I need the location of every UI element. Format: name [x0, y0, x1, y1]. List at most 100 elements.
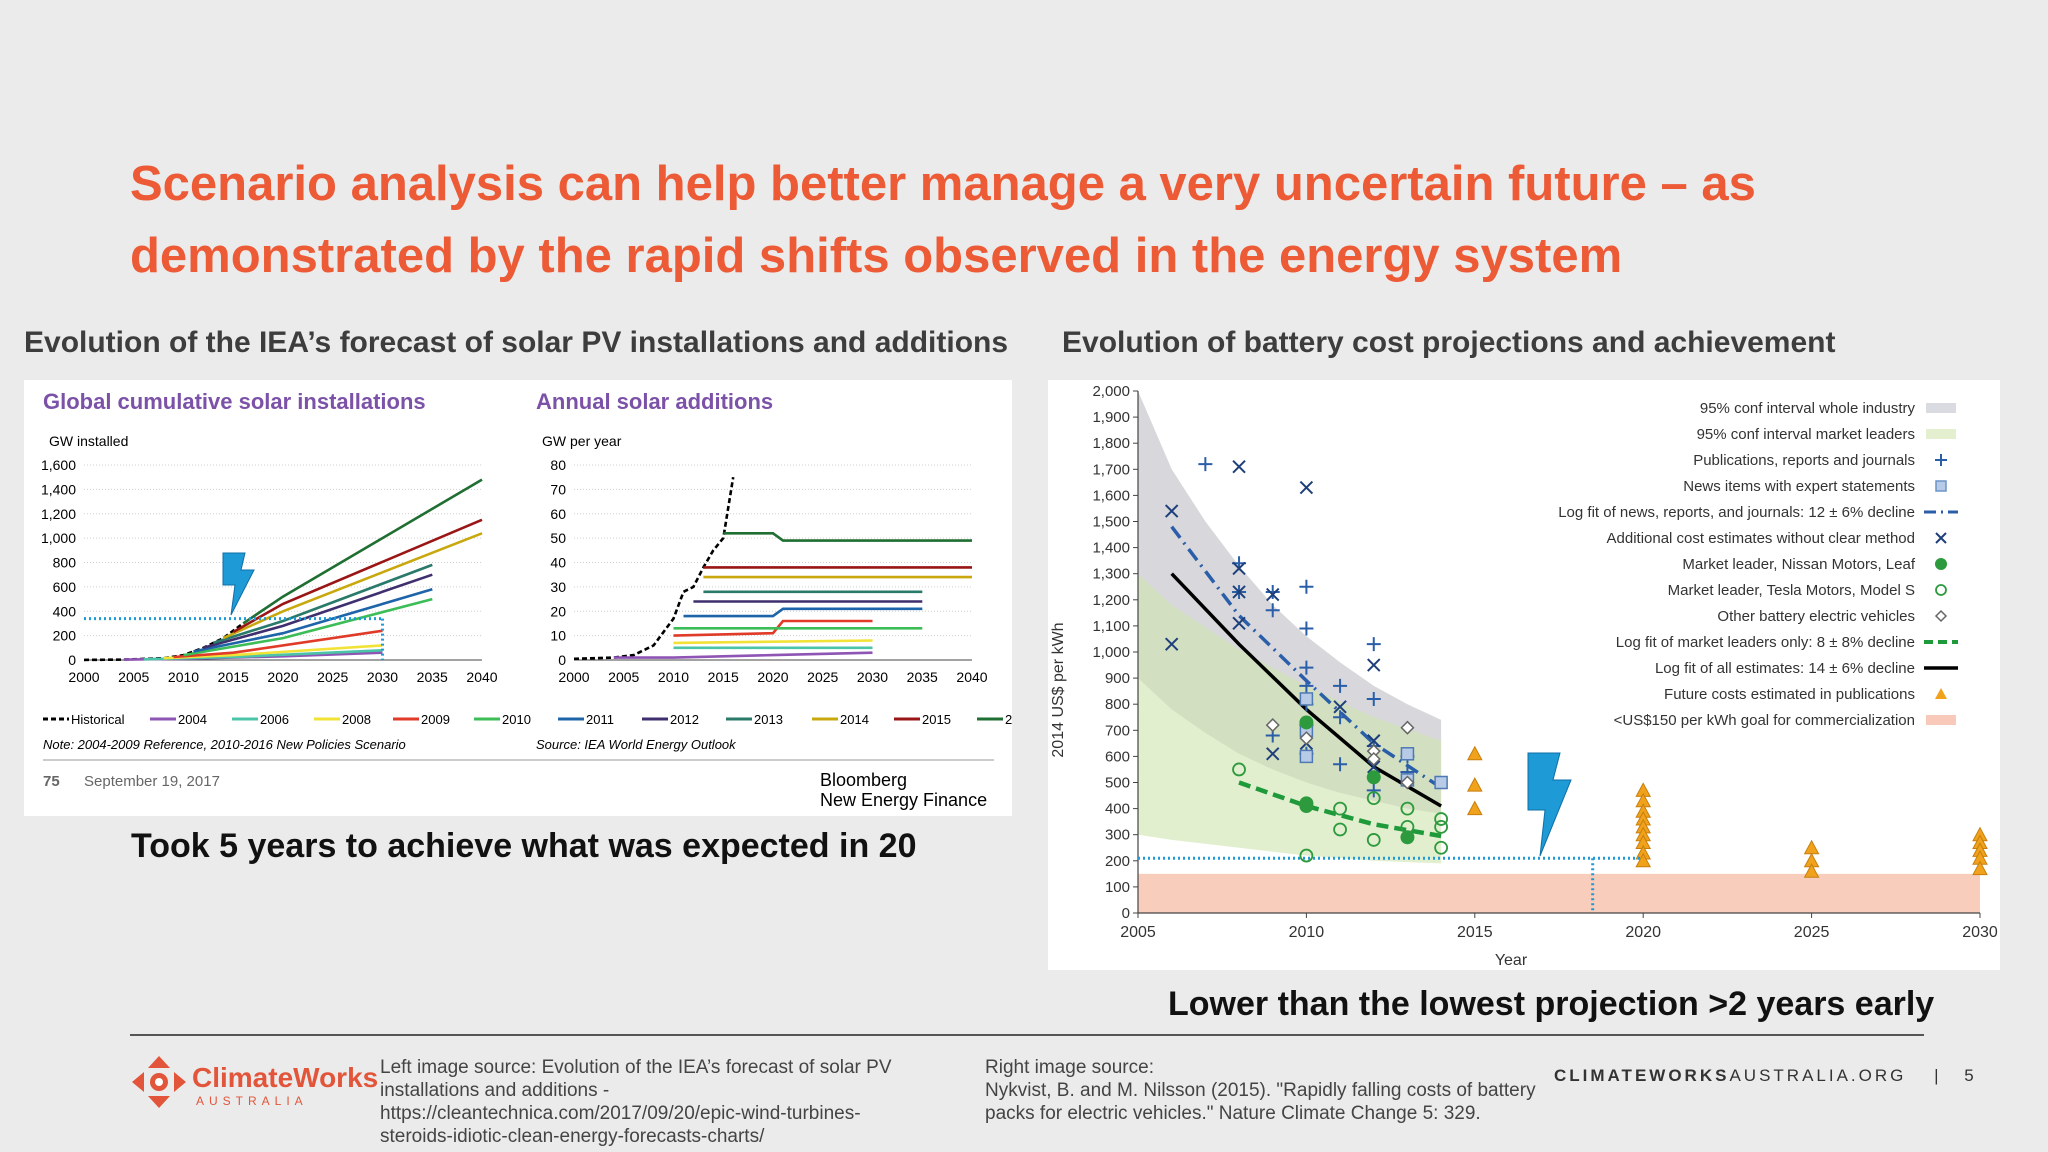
y-tick-label: 800 [53, 555, 77, 571]
y-tick-label: 1,600 [41, 457, 76, 473]
y-tick-label: 600 [53, 579, 77, 595]
legend-label: Other battery electric vehicles [1717, 608, 1915, 625]
tesla-marker [1366, 791, 1381, 806]
series-line-2016 [723, 532, 972, 542]
other-bev-marker [1265, 718, 1280, 733]
solar-chart-panel: Global cumulative solar installations An… [24, 380, 1034, 816]
battery-x-axis-label: Year [1495, 952, 1528, 969]
cumulative-plot: 0 200 400 600 800 1,000 1,200 1,400 1,600 2000 200… [41, 457, 498, 685]
site-url[interactable]: CLIMATEWORKSAUSTRALIA.ORG | 5 [1554, 1066, 1974, 1086]
climateworks-logo-icon [132, 1056, 186, 1108]
x-tick-label: 2020 [757, 669, 788, 685]
x-tick-label: 2005 [118, 669, 149, 685]
other-bev-marker [1400, 720, 1415, 735]
battery-plot: 0 100 200 300 400 500 600 700 800 900 1,000 1,100 1,… [1092, 383, 1997, 941]
unclear-estimate-marker [1333, 700, 1347, 714]
other-bev-marker [1366, 751, 1381, 767]
news-item-marker [1299, 692, 1314, 706]
y-tick-label: 400 [1105, 801, 1130, 818]
y-tick-label: 1,500 [1092, 514, 1130, 531]
cumulative-y-unit: GW installed [49, 433, 128, 449]
footer-divider [130, 1034, 1924, 1036]
page-separator: | [1934, 1066, 1939, 1085]
y-tick-label: 500 [1105, 775, 1130, 792]
tesla-marker [1434, 819, 1449, 834]
x-tick-label: 2035 [417, 669, 448, 685]
y-tick-label: 40 [550, 555, 566, 571]
x-tick-label: 2020 [1625, 924, 1661, 941]
climateworks-logo[interactable]: ClimateWorks AUSTRALIA [130, 1052, 378, 1112]
legend-label: 2016 [1005, 712, 1012, 727]
nissan-marker [1299, 715, 1314, 730]
left-source-line: installations and additions - [380, 1080, 610, 1101]
y-tick-label: 30 [550, 579, 566, 595]
legend-label: Market leader, Nissan Motors, Leaf [1682, 556, 1915, 573]
nissan-marker [1366, 770, 1381, 785]
series-line-2008 [673, 639, 873, 645]
lightning-bolt-icon [222, 552, 255, 616]
y-tick-label: 1,000 [1092, 644, 1130, 661]
series-line-2009 [173, 629, 383, 659]
y-tick-label: 80 [550, 457, 566, 473]
future-cost-marker [1635, 852, 1652, 868]
y-tick-label: 50 [550, 530, 566, 546]
site-url-rest: AUSTRALIA.ORG [1729, 1066, 1907, 1085]
nissan-marker [1400, 830, 1415, 845]
market-leader-confidence-band [1138, 573, 1442, 864]
legend-label: 2008 [342, 712, 371, 727]
series-line-2015 [232, 518, 483, 634]
solar-legend: Historical 2004 2006 2008 2009 2010 2011 2012 20… [43, 712, 1034, 727]
tesla-marker [1434, 840, 1449, 855]
unclear-estimate-marker [1164, 504, 1179, 518]
unclear-estimate-marker [1232, 561, 1246, 576]
left-source-link[interactable]: https://cleantechnica.com/2017/09/20/epi… [380, 1103, 861, 1124]
legend-swatch [1926, 403, 1956, 413]
annual-chart-title: Annual solar additions [536, 389, 773, 414]
battery-chart-svg: 0 100 200 300 400 500 600 700 800 900 1,000 1,100 1,… [1050, 383, 1998, 969]
unclear-estimate-marker [1266, 587, 1280, 602]
left-source-note: Left image source: Evolution of the IEA’… [380, 1056, 940, 1148]
tesla-marker [1232, 762, 1246, 777]
left-source-line: Left image source: Evolution of the IEA’… [380, 1057, 892, 1078]
legend-label: Log fit of market leaders only: 8 ± 8% d… [1616, 634, 1915, 651]
y-tick-label: 100 [1105, 879, 1130, 896]
future-cost-marker [1466, 800, 1483, 816]
battery-legend: 95% conf interval whole industry 95% conf… [1558, 400, 1958, 729]
unclear-estimate-marker [1367, 734, 1381, 748]
series-line-2016 [242, 478, 483, 625]
publication-marker [1265, 584, 1280, 599]
logo-wordmark: ClimateWorks [192, 1062, 379, 1093]
publication-marker [1198, 457, 1213, 472]
tesla-marker [1366, 833, 1381, 847]
other-bev-marker [1299, 731, 1314, 746]
other-bev-marker [1400, 775, 1415, 790]
publication-marker [1333, 710, 1348, 725]
left-source-link[interactable]: steroids-idiotic-clean-energy-forecasts-… [380, 1126, 765, 1147]
y-tick-label: 1,400 [41, 481, 76, 497]
publication-marker [1299, 579, 1314, 594]
legend-label: 2012 [670, 712, 699, 727]
y-tick-label: 1,400 [1092, 540, 1130, 557]
x-tick-label: 2035 [907, 669, 938, 685]
right-heading: Evolution of battery cost projections an… [1062, 326, 1836, 359]
legend-label: Publications, reports and journals [1693, 452, 1915, 469]
bnef-brand-line2: New Energy Finance [820, 790, 987, 810]
x-tick-label: 2000 [558, 669, 589, 685]
legend-label: 2004 [178, 712, 207, 727]
tesla-marker [1299, 848, 1314, 863]
right-source-note: Right image source: Nykvist, B. and M. N… [985, 1056, 1585, 1125]
legend-label: Future costs estimated in publications [1664, 686, 1915, 703]
y-tick-label: 1,700 [1092, 461, 1130, 478]
x-tick-label: 2030 [1962, 924, 1998, 941]
legend-swatch [1935, 532, 1947, 544]
unclear-estimate-marker [1367, 658, 1381, 672]
x-tick-label: 2015 [708, 669, 739, 685]
legend-swatch [1926, 715, 1956, 725]
x-tick-label: 2040 [466, 669, 497, 685]
slide-title-line2: demonstrated by the rapid shifts observe… [130, 229, 1623, 283]
unclear-estimate-marker [1232, 616, 1246, 630]
y-tick-label: 10 [550, 628, 566, 644]
y-tick-label: 0 [68, 652, 76, 668]
y-tick-label: 1,900 [1092, 409, 1130, 426]
battery-chart-panel: 0 100 200 300 400 500 600 700 800 900 1,000 1,100 1,… [1048, 380, 2000, 970]
